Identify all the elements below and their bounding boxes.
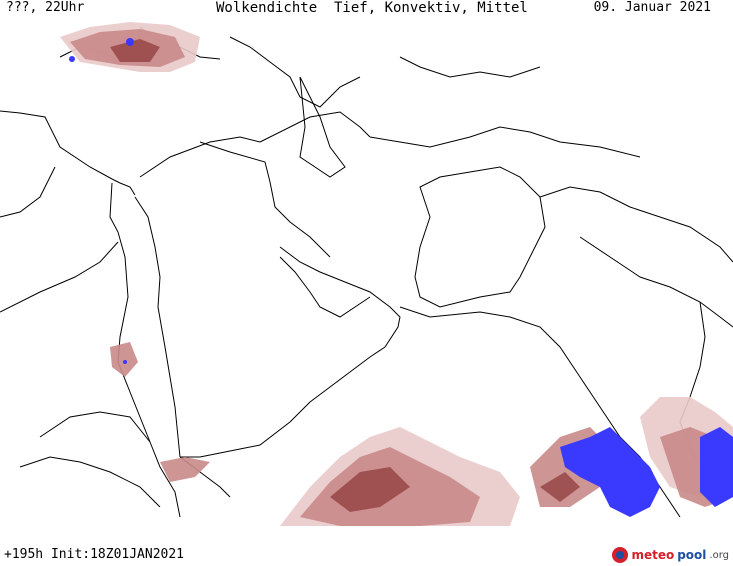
forecast-init-label: +195h Init:18Z01JAN2021 <box>4 547 185 562</box>
logo-text-part2: pool <box>677 548 707 562</box>
cloud-cover-dense <box>110 39 580 512</box>
run-time-label: ???, 22Uhr <box>6 0 85 15</box>
meteopool-logo[interactable]: meteo pool .org <box>612 547 729 563</box>
map-title: Wolkendichte Tief, Konvektiv, Mittel <box>216 0 528 16</box>
logo-text-part1: meteo <box>631 548 675 562</box>
meteopool-logo-icon <box>612 547 629 563</box>
weather-map <box>0 22 733 526</box>
convective-clouds <box>69 38 733 517</box>
forecast-date: 09. Januar 2021 <box>593 0 711 15</box>
logo-text-part3: .org <box>709 549 729 561</box>
